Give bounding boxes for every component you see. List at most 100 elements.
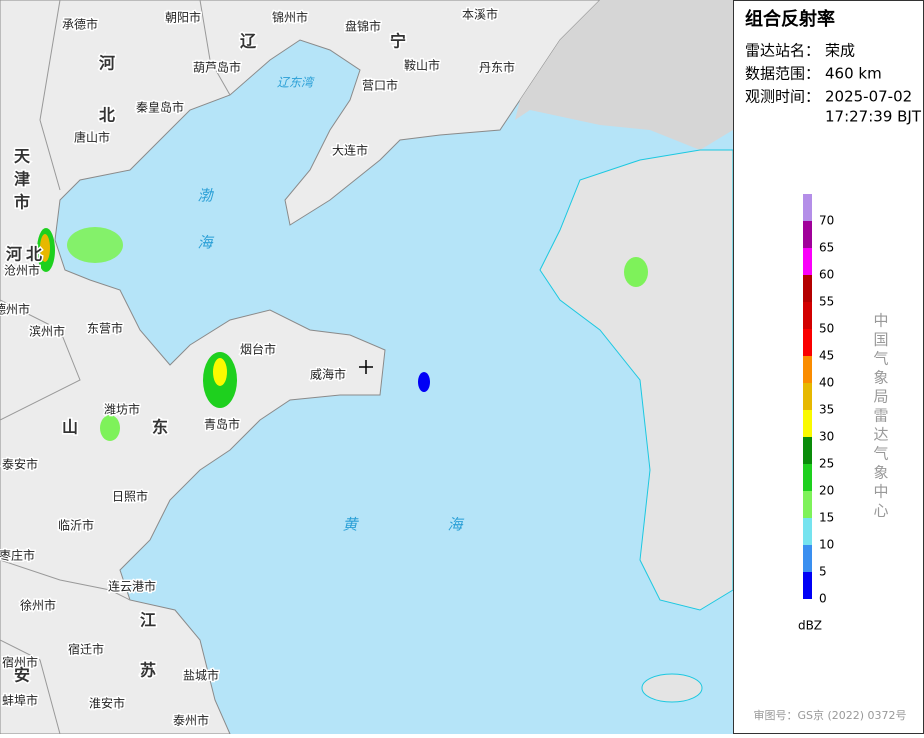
- radar-site: [359, 360, 373, 374]
- legend: 0 5 10 15 20 25 30 35 40 45 50 55 60 65 70: [803, 194, 834, 606]
- legend-swatch: [803, 518, 812, 545]
- province-label: 山: [62, 418, 78, 437]
- legend-label: 30: [819, 430, 834, 444]
- credit-char: 象: [873, 464, 888, 482]
- credit-char: 中: [873, 483, 888, 501]
- legend-swatch: [803, 545, 812, 572]
- city-label: 枣庄市: [0, 548, 35, 563]
- city-label: 临沂市: [58, 518, 94, 533]
- city-label: 潍坊市: [104, 402, 140, 417]
- border: [0, 639, 61, 735]
- city-label: 连云港市: [108, 579, 156, 594]
- row-value: 荣成: [825, 42, 855, 60]
- credit-char: 气: [873, 445, 888, 463]
- city-label: 淮安市: [89, 696, 125, 711]
- legend-swatch: [803, 248, 812, 275]
- credit-char: 气: [873, 350, 888, 368]
- legend-unit: dBZ: [798, 619, 822, 633]
- row-value: 2025-07-02: [825, 88, 912, 106]
- land-south-korea: [539, 149, 734, 611]
- credit-char: 局: [873, 388, 888, 406]
- city-label: 泰州市: [173, 713, 209, 728]
- city-label: 本溪市: [462, 7, 498, 22]
- echo: [100, 415, 120, 441]
- land-china: [0, 0, 601, 735]
- city-label: 锦州市: [272, 10, 308, 25]
- city-label: 德州市: [0, 302, 30, 317]
- echo: [418, 372, 430, 392]
- province-label: 河: [6, 245, 22, 264]
- province-label: 宁: [390, 32, 406, 51]
- legend-label: 10: [819, 538, 834, 552]
- panel-title: 组合反射率: [745, 8, 835, 30]
- echo: [213, 358, 227, 386]
- credit-char: 雷: [873, 407, 888, 425]
- legend-swatch: [803, 437, 812, 464]
- city-label: 东营市: [87, 321, 123, 336]
- approval-number: 审图号：GS京 (2022) 0372号: [753, 708, 906, 722]
- land-north-korea: [515, 0, 733, 150]
- province-label: 安: [14, 666, 30, 685]
- credit-char: 国: [873, 331, 888, 349]
- city-label: 宿迁市: [68, 642, 104, 657]
- border: [39, 0, 61, 191]
- legend-label: 15: [819, 511, 834, 525]
- credit-char: 象: [873, 369, 888, 387]
- border: [199, 0, 231, 96]
- legend-swatch: [803, 329, 812, 356]
- legend-label: 45: [819, 349, 834, 363]
- echo: [624, 257, 648, 287]
- credit-char: 达: [873, 426, 888, 444]
- city-label: 大连市: [332, 143, 368, 158]
- sea-label: 辽东湾: [277, 76, 315, 90]
- echo: [40, 234, 50, 262]
- legend-swatch: [803, 491, 812, 518]
- legend-swatch: [803, 221, 812, 248]
- legend-swatch: [803, 383, 812, 410]
- legend-label: 35: [819, 403, 834, 417]
- city-label: 丹东市: [479, 60, 515, 75]
- legend-swatch: [803, 356, 812, 383]
- echo: [67, 227, 123, 263]
- province-label: 河: [99, 54, 115, 73]
- legend-label: 25: [819, 457, 834, 471]
- legend-label: 60: [819, 268, 834, 282]
- row-label: 雷达站名：: [745, 42, 820, 60]
- city-label: 威海市: [310, 367, 346, 382]
- sea-label: 渤: [197, 187, 214, 205]
- legend-swatch: [803, 572, 812, 599]
- city-label: 徐州市: [20, 598, 56, 613]
- legend-swatch: [803, 275, 812, 302]
- legend-label: 70: [819, 214, 834, 228]
- city-label: 日照市: [112, 489, 148, 504]
- province-borders: [0, 0, 231, 735]
- city-label: 青岛市: [204, 417, 240, 432]
- city-label: 朝阳市: [165, 10, 201, 25]
- city-label: 滨州市: [29, 324, 65, 339]
- sea-label: 海: [447, 516, 464, 534]
- city-label: 宿州市: [2, 655, 38, 670]
- legend-label: 55: [819, 295, 834, 309]
- jeju-island: [641, 673, 703, 703]
- radar-echoes: [37, 227, 648, 441]
- city-label: 承德市: [62, 17, 98, 32]
- province-label: 苏: [140, 661, 156, 680]
- row-label: 观测时间：: [745, 88, 820, 106]
- city-label: 烟台市: [240, 342, 276, 357]
- legend-swatch: [803, 464, 812, 491]
- province-label: 市: [14, 193, 30, 212]
- province-label: 天: [14, 147, 31, 166]
- legend-swatch: [803, 302, 812, 329]
- legend-label: 20: [819, 484, 834, 498]
- province-label: 津: [14, 170, 30, 189]
- legend-swatch: [803, 410, 812, 437]
- province-label: 北: [99, 106, 115, 125]
- city-label: 泰安市: [2, 457, 38, 472]
- border: [0, 299, 81, 421]
- city-label: 营口市: [362, 78, 398, 93]
- credit-char: 心: [873, 502, 888, 520]
